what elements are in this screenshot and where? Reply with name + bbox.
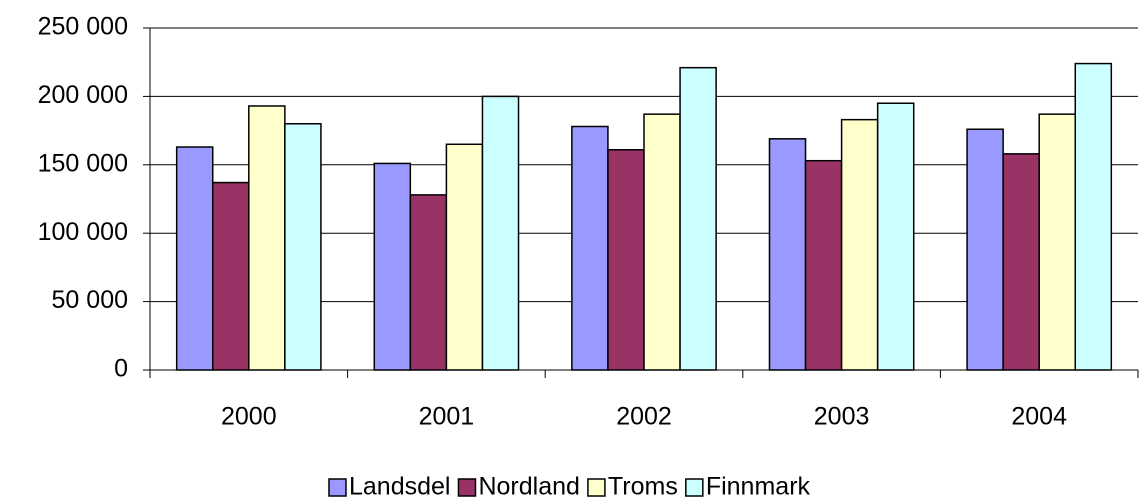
x-tick-label: 2004 [1011,403,1067,431]
y-tick-label: 150 000 [38,149,128,177]
bar [1038,113,1077,371]
bar [1074,62,1113,371]
y-tick-label: 100 000 [38,218,128,246]
legend-swatch [587,478,606,497]
bar [804,159,843,371]
bar [768,138,807,371]
bar [175,146,214,371]
legend-swatch [685,478,704,497]
y-tick-label: 0 [114,355,128,383]
bar [409,194,448,371]
legend-swatch [457,478,477,497]
x-tick-label: 2001 [419,403,475,431]
bar [284,123,322,371]
bar [481,95,520,371]
x-tick-label: 2003 [814,403,870,431]
legend-label: Landsdel [349,473,450,498]
legend-label: Troms [608,473,678,498]
bar [607,149,645,371]
bar [248,105,286,371]
y-tick-label: 200 000 [38,81,128,109]
bar [966,128,1004,371]
bar [876,102,915,371]
legend-label: Nordland [478,473,579,498]
bar [840,118,879,371]
bar [571,125,609,371]
y-tick-label: 250 000 [38,13,128,41]
bar [1002,153,1040,371]
x-tick-label: 2000 [221,403,277,431]
bar [445,143,484,371]
bar [679,66,717,371]
legend-swatch [328,478,347,497]
bar [643,113,681,371]
x-tick-label: 2002 [616,403,672,431]
y-tick-label: 50 000 [52,286,128,314]
bar [211,181,250,371]
legend-label: Finnmark [706,473,811,498]
bar [373,162,412,371]
